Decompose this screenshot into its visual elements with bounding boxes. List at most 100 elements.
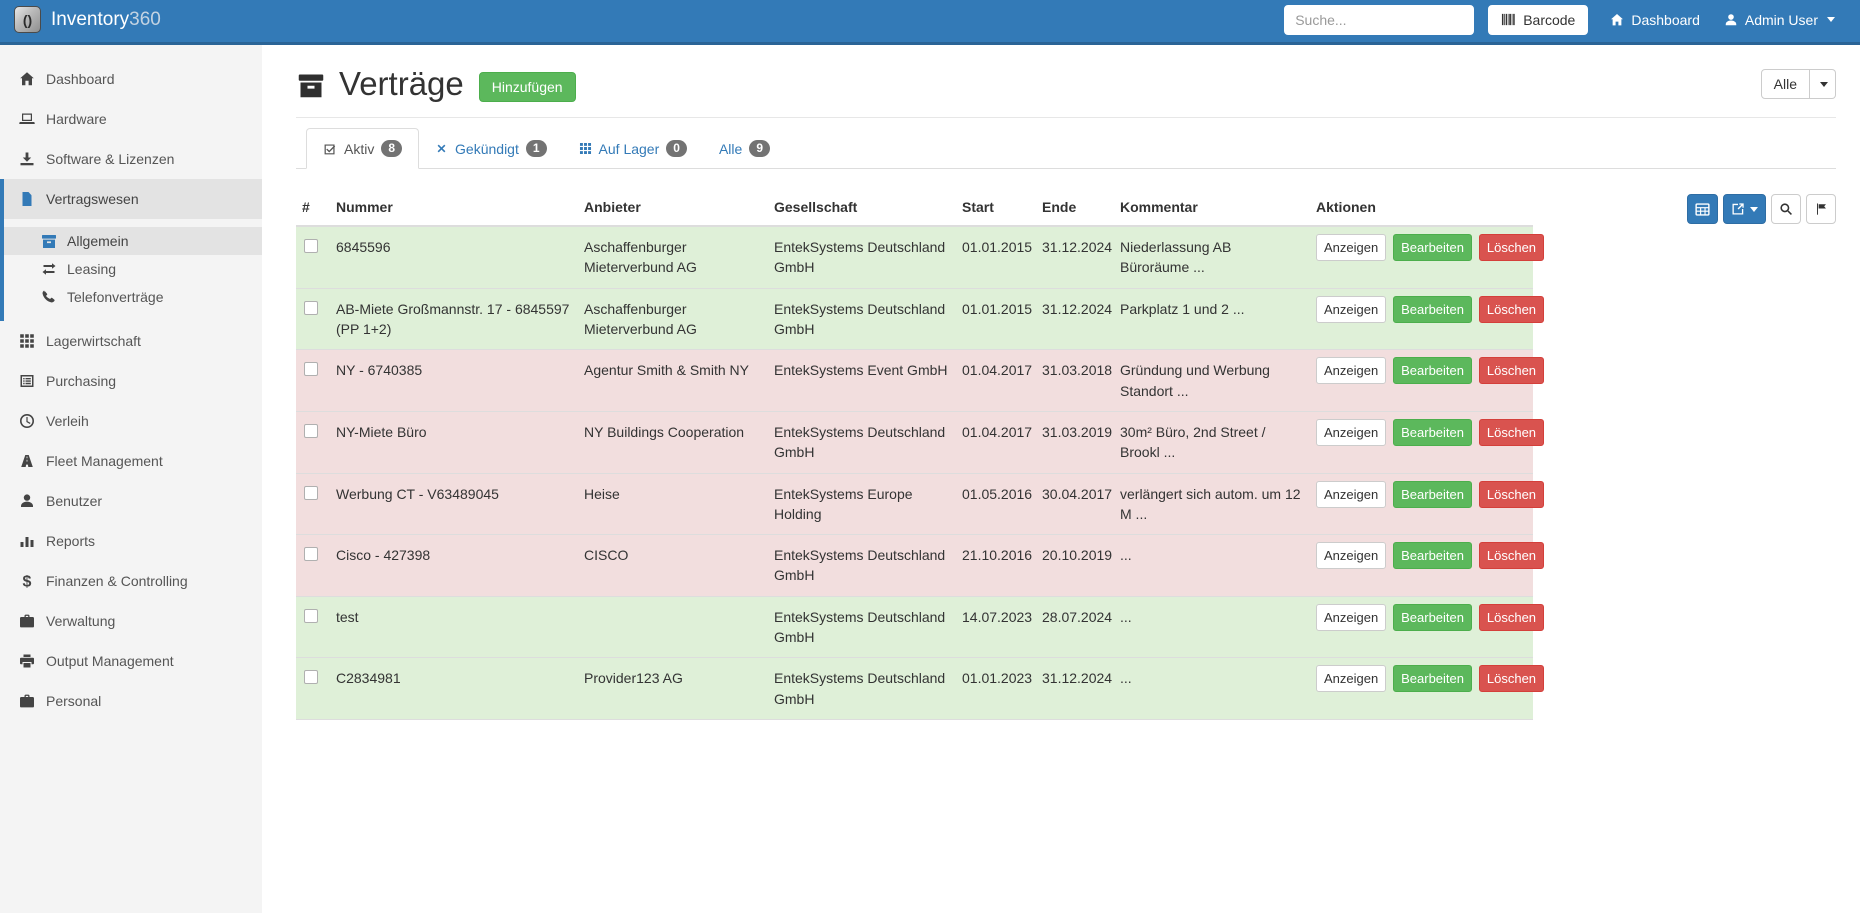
view-button[interactable]: Anzeigen xyxy=(1316,665,1387,693)
brand[interactable]: () Inventory360 xyxy=(14,6,161,33)
cell-start: 01.04.2017 xyxy=(956,349,1036,412)
sidebar-item-reports[interactable]: Reports xyxy=(0,521,262,561)
col-header-aktionen: Aktionen xyxy=(1310,189,1533,228)
row-checkbox[interactable] xyxy=(304,423,318,438)
table-row: AB-Miete Großmannstr. 17 - 6845597 (PP 1… xyxy=(296,287,1545,350)
sidebar-item-output-management[interactable]: Output Management xyxy=(0,641,262,681)
cell-kommentar: ... xyxy=(1114,595,1310,658)
print-icon xyxy=(18,653,36,669)
sidebar-item-label: Verwaltung xyxy=(46,613,116,629)
filter-dropdown: Alle xyxy=(1760,69,1836,99)
edit-button[interactable]: Bearbeiten xyxy=(1393,418,1472,446)
sidebar-item-verwaltung[interactable]: Verwaltung xyxy=(0,601,262,641)
row-checkbox[interactable] xyxy=(304,362,318,377)
barcode-button[interactable]: Barcode xyxy=(1488,4,1589,35)
sidebar-item-finanzen-controlling[interactable]: Finanzen & Controlling xyxy=(0,561,262,601)
road-icon xyxy=(18,453,36,469)
sidebar: Dashboard Hardware Software & Lizenzen V… xyxy=(0,45,262,913)
delete-button[interactable]: Löschen xyxy=(1478,357,1545,385)
sidebar-item-lagerwirtschaft[interactable]: Lagerwirtschaft xyxy=(0,321,262,361)
view-button[interactable]: Anzeigen xyxy=(1316,234,1387,262)
sidebar-item-telefonvertr-ge[interactable]: Telefonverträge xyxy=(4,283,262,311)
grid-icon xyxy=(18,333,36,349)
view-button[interactable]: Anzeigen xyxy=(1316,357,1387,385)
tab-gekuendigt[interactable]: Gekündigt 1 xyxy=(419,128,563,169)
export-button[interactable] xyxy=(1723,194,1766,225)
grid-icon xyxy=(579,142,592,155)
delete-button[interactable]: Löschen xyxy=(1478,665,1545,693)
table-header-row: # Nummer Anbieter Gesellschaft Start End… xyxy=(296,189,1533,228)
cell-gesellschaft: EntekSystems Deutschland GmbH xyxy=(768,534,956,597)
delete-button[interactable]: Löschen xyxy=(1478,234,1545,262)
contracts-table: # Nummer Anbieter Gesellschaft Start End… xyxy=(296,189,1545,720)
filter-dropdown-label[interactable]: Alle xyxy=(1760,69,1810,99)
row-checkbox[interactable] xyxy=(304,300,318,315)
delete-button[interactable]: Löschen xyxy=(1478,480,1545,508)
sidebar-item-label: Purchasing xyxy=(46,373,117,389)
delete-button[interactable]: Löschen xyxy=(1478,542,1545,570)
col-header-nummer: Nummer xyxy=(330,189,578,228)
sidebar-item-leasing[interactable]: Leasing xyxy=(4,255,262,283)
cell-gesellschaft: EntekSystems Deutschland GmbH xyxy=(768,657,956,720)
search-input[interactable] xyxy=(1284,4,1475,35)
view-button[interactable]: Anzeigen xyxy=(1316,418,1387,446)
sidebar-item-vertragswesen[interactable]: Vertragswesen xyxy=(4,179,262,219)
table-row: C2834981 Provider123 AG EntekSystems Deu… xyxy=(296,657,1545,720)
sidebar-item-allgemein[interactable]: Allgemein xyxy=(4,227,262,255)
table-search-button[interactable] xyxy=(1771,194,1801,225)
sidebar-item-verleih[interactable]: Verleih xyxy=(0,401,262,441)
edit-button[interactable]: Bearbeiten xyxy=(1393,480,1472,508)
cell-kommentar: 30m² Büro, 2nd Street / Brookl ... xyxy=(1114,410,1310,474)
sidebar-item-hardware[interactable]: Hardware xyxy=(0,99,262,139)
brand-title: Inventory360 xyxy=(51,8,161,30)
sidebar-item-label: Output Management xyxy=(46,653,174,669)
flag-button[interactable] xyxy=(1806,194,1836,225)
row-checkbox[interactable] xyxy=(304,608,318,623)
add-contract-button[interactable]: Hinzufügen xyxy=(478,72,576,102)
sidebar-item-purchasing[interactable]: Purchasing xyxy=(0,361,262,401)
delete-button[interactable]: Löschen xyxy=(1478,603,1545,631)
edit-button[interactable]: Bearbeiten xyxy=(1393,357,1472,385)
sidebar-item-benutzer[interactable]: Benutzer xyxy=(0,481,262,521)
filter-dropdown-caret[interactable] xyxy=(1810,69,1836,99)
delete-button[interactable]: Löschen xyxy=(1478,418,1545,446)
cell-start: 01.04.2017 xyxy=(956,410,1036,474)
column-settings-button[interactable] xyxy=(1687,194,1718,225)
tab-count-badge: 8 xyxy=(381,140,403,158)
edit-button[interactable]: Bearbeiten xyxy=(1393,542,1472,570)
row-checkbox[interactable] xyxy=(304,239,318,254)
edit-button[interactable]: Bearbeiten xyxy=(1393,665,1472,693)
caret-down-icon xyxy=(1750,206,1758,212)
row-checkbox[interactable] xyxy=(304,670,318,685)
edit-button[interactable]: Bearbeiten xyxy=(1393,234,1472,262)
edit-button[interactable]: Bearbeiten xyxy=(1393,603,1472,631)
navbar-dashboard-link[interactable]: Dashboard xyxy=(1610,12,1700,28)
caret-down-icon xyxy=(1819,81,1828,87)
briefcase-icon xyxy=(18,693,36,709)
sidebar-item-label: Telefonverträge xyxy=(67,289,164,305)
tab-alle[interactable]: Alle 9 xyxy=(703,128,786,169)
cell-anbieter: Heise xyxy=(578,472,768,535)
row-checkbox[interactable] xyxy=(304,485,318,500)
view-button[interactable]: Anzeigen xyxy=(1316,480,1387,508)
view-button[interactable]: Anzeigen xyxy=(1316,603,1387,631)
col-header-kommentar: Kommentar xyxy=(1114,189,1310,228)
caret-down-icon xyxy=(1827,17,1835,22)
cell-ende: 31.12.2024 xyxy=(1036,657,1114,720)
edit-button[interactable]: Bearbeiten xyxy=(1393,295,1472,323)
tab-aktiv[interactable]: Aktiv 8 xyxy=(306,128,420,170)
row-checkbox[interactable] xyxy=(304,547,318,562)
view-button[interactable]: Anzeigen xyxy=(1316,542,1387,570)
cell-ende: 31.03.2018 xyxy=(1036,349,1114,412)
tab-auf-lager[interactable]: Auf Lager 0 xyxy=(563,128,703,169)
user-menu[interactable]: Admin User xyxy=(1724,12,1835,28)
col-header-gesellschaft: Gesellschaft xyxy=(768,189,956,228)
delete-button[interactable]: Löschen xyxy=(1478,295,1545,323)
sidebar-item-dashboard[interactable]: Dashboard xyxy=(0,59,262,99)
cell-start: 01.01.2015 xyxy=(956,287,1036,350)
sidebar-item-personal[interactable]: Personal xyxy=(0,681,262,721)
sidebar-item-label: Finanzen & Controlling xyxy=(46,573,188,589)
sidebar-item-fleet-management[interactable]: Fleet Management xyxy=(0,441,262,481)
sidebar-item-software-lizenzen[interactable]: Software & Lizenzen xyxy=(0,139,262,179)
view-button[interactable]: Anzeigen xyxy=(1316,295,1387,323)
